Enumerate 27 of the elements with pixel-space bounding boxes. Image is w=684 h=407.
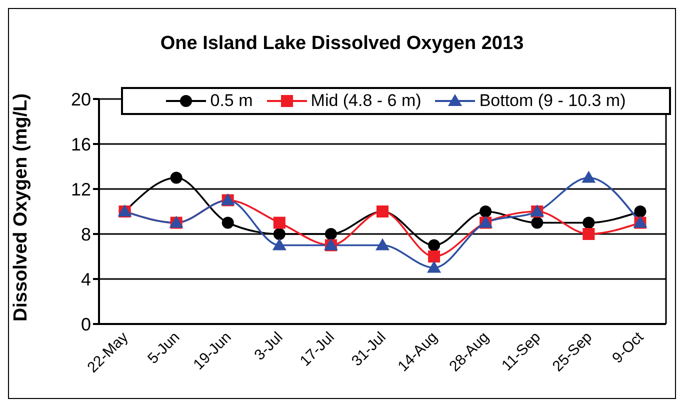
point (427, 260, 442, 273)
point (428, 239, 440, 252)
y-tick-label: 4 (80, 269, 91, 290)
point (170, 172, 182, 184)
y-tick-label: 12 (70, 179, 91, 200)
point (272, 238, 286, 250)
point (634, 206, 646, 218)
point (273, 216, 286, 229)
point (222, 216, 234, 229)
y-tick-label: 0 (80, 314, 91, 334)
point (428, 250, 440, 262)
point (531, 216, 544, 229)
point (376, 238, 390, 250)
point (582, 170, 596, 183)
point (324, 228, 337, 240)
point (480, 206, 492, 218)
point (582, 216, 595, 229)
y-tick-label: 8 (80, 224, 91, 244)
chart-title: One Island Lake Dissolved Oxygen 2013 (159, 33, 525, 55)
legend-label: Bottom (9 - 10.3 m) (479, 91, 626, 111)
legend-label: 0.5 m (210, 91, 253, 111)
point (273, 228, 286, 240)
legend-label: Mid (4.8 - 6 m) (310, 91, 422, 111)
point (582, 228, 595, 240)
y-tick-label: 20 (70, 89, 91, 110)
y-tick-label: 16 (70, 134, 91, 154)
y-axis-title: Dissolved Oxygen (mg/L) (10, 93, 32, 322)
